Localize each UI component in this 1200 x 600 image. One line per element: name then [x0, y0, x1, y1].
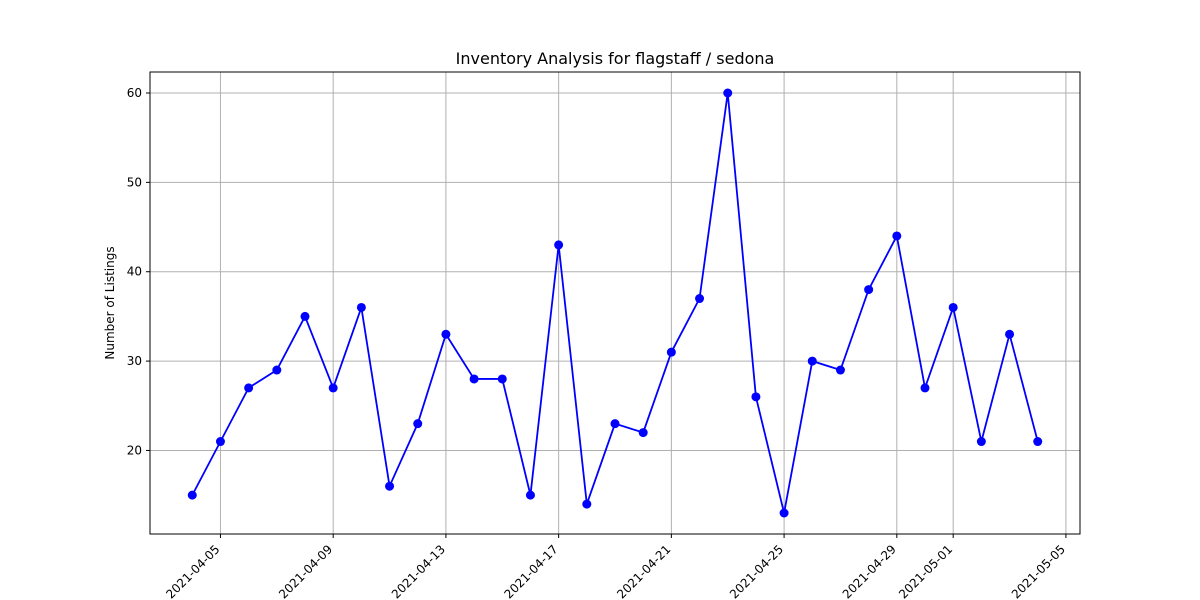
data-point — [413, 419, 423, 429]
data-point — [1005, 329, 1015, 339]
y-tick-label: 20 — [127, 443, 142, 457]
data-point — [441, 329, 451, 339]
x-tick-label: 2021-04-13 — [389, 542, 448, 600]
data-point — [582, 499, 592, 509]
y-axis: 20 30 40 50 60 — [127, 86, 150, 457]
data-point — [1033, 437, 1043, 447]
data-point — [723, 88, 733, 98]
x-axis: 2021-04-05 2021-04-09 2021-04-13 2021-04-17… — [163, 534, 1068, 600]
data-point — [807, 356, 817, 366]
data-point — [244, 383, 254, 393]
data-point — [554, 240, 564, 250]
data-point — [864, 285, 874, 295]
data-point — [300, 311, 310, 321]
data-point — [779, 508, 789, 518]
x-tick-label: 2021-04-05 — [163, 542, 222, 600]
data-point — [976, 437, 986, 447]
data-point — [920, 383, 930, 393]
data-point — [835, 365, 845, 375]
data-point — [272, 365, 282, 375]
data-point — [751, 392, 761, 402]
data-point — [892, 231, 902, 241]
grid — [150, 72, 1080, 534]
data-point — [638, 428, 648, 438]
x-tick-label: 2021-04-29 — [840, 542, 899, 600]
x-tick-label: 2021-04-09 — [276, 542, 335, 600]
x-tick-label: 2021-05-05 — [1009, 542, 1068, 600]
data-point — [695, 294, 705, 304]
data-point — [525, 490, 535, 500]
chart-title: Inventory Analysis for flagstaff / sedon… — [456, 49, 775, 68]
y-tick-label: 60 — [127, 86, 142, 100]
y-axis-label: Number of Listings — [103, 246, 117, 359]
data-point — [215, 437, 225, 447]
data-point — [666, 347, 676, 357]
data-point — [328, 383, 338, 393]
data-point — [356, 302, 366, 312]
y-tick-label: 30 — [127, 354, 142, 368]
x-tick-label: 2021-04-17 — [502, 542, 561, 600]
y-tick-label: 40 — [127, 265, 142, 279]
data-point — [187, 490, 197, 500]
plot-area-frame — [149, 71, 1081, 535]
y-tick-label: 50 — [127, 175, 142, 189]
data-point — [948, 302, 958, 312]
data-point — [385, 481, 395, 491]
data-point — [469, 374, 479, 384]
data-point — [497, 374, 507, 384]
x-tick-label: 2021-04-25 — [727, 542, 786, 600]
x-tick-label: 2021-05-01 — [896, 542, 955, 600]
series-listings — [187, 88, 1043, 518]
data-point — [610, 419, 620, 429]
x-tick-label: 2021-04-21 — [614, 542, 673, 600]
